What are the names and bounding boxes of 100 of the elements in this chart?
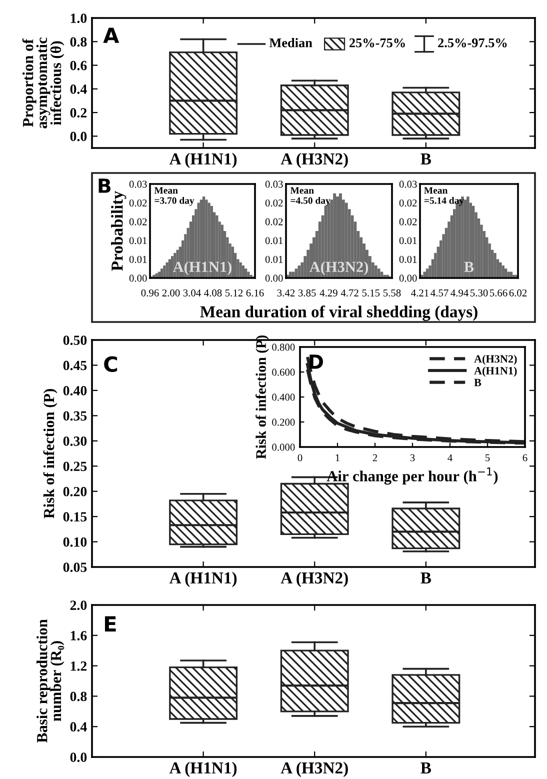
y-tick-label: 0.00 — [129, 274, 147, 282]
y-tick-label: 0.02 — [265, 199, 283, 207]
x-tick-label: 3.04 — [183, 289, 201, 296]
y-tick-label: 0.25 — [63, 462, 87, 472]
y-tick-label: 0.01 — [399, 256, 417, 263]
y-tick-label: 0.03 — [265, 180, 283, 188]
x-tick-label: 5.58 — [383, 289, 401, 296]
annotation: B — [464, 262, 474, 272]
y-tick-label: 0.02 — [129, 199, 147, 207]
y-axis-title: Basic reproduction number (R₀) — [36, 619, 64, 743]
y-tick-label: 0.01 — [129, 256, 147, 263]
annotation: 25%-75% — [349, 38, 405, 48]
y-tick-label: 0.800 — [272, 344, 295, 351]
y-tick-label: 0.02 — [399, 199, 417, 207]
x-tick-label: 6 — [522, 454, 528, 462]
y-tick-label: 0.600 — [272, 368, 295, 376]
x-tick-label: 4.08 — [204, 289, 222, 296]
y-axis-title: Risk of infection (P) — [43, 389, 58, 518]
y-tick-label: 0.30 — [63, 436, 87, 446]
annotation: Median — [269, 38, 312, 48]
y-tick-label: 1.2 — [70, 661, 87, 671]
x-tick-label: B — [420, 154, 432, 164]
x-tick-label: A (H3N2) — [280, 152, 348, 168]
text: B — [98, 178, 110, 193]
x-tick-label: 4 — [448, 454, 452, 462]
y-tick-label: 0.01 — [399, 237, 417, 244]
x-axis-title: Air change per hour (h$^{−1}$) — [326, 468, 498, 485]
y-axis-title: Proportion of asymptomatic infectious (θ) — [22, 38, 64, 128]
x-tick-label: A (H3N2) — [280, 762, 348, 777]
y-tick-label: 0.00 — [265, 274, 283, 282]
annotation: 2.5%-97.5% — [438, 38, 507, 48]
annotation: A — [103, 28, 120, 43]
y-tick-label: 0.15 — [63, 512, 87, 522]
x-tick-label: A (H1N1) — [169, 762, 237, 777]
y-tick-label: 0.2 — [70, 108, 87, 118]
x-tick-label: 2.00 — [162, 289, 180, 296]
y-tick-label: 0.00 — [399, 274, 417, 282]
annotation: C — [104, 356, 118, 372]
x-tick-label: 5.66 — [490, 289, 508, 296]
legend-label: A(H3N2) — [474, 354, 517, 365]
y-tick-label: 0.03 — [399, 180, 417, 188]
y-axis-title: Risk of infection (P) — [256, 335, 269, 459]
x-tick-label: 5.12 — [225, 289, 243, 296]
y-tick-label: 0.02 — [265, 218, 283, 226]
y-tick-label: 0.4 — [70, 722, 87, 732]
x-tick-label: A (H1N1) — [169, 152, 237, 168]
y-tick-label: 1.0 — [70, 14, 87, 24]
y-tick-label: 0.200 — [272, 418, 295, 426]
x-tick-label: 4.72 — [340, 289, 358, 296]
x-tick-label: A (H1N1) — [169, 572, 237, 587]
y-tick-label: 0.400 — [272, 394, 295, 401]
x-tick-label: A (H3N2) — [280, 572, 348, 587]
x-tick-label: B — [420, 762, 432, 774]
x-tick-label: 5.30 — [470, 289, 488, 296]
y-tick-label: 0.10 — [63, 537, 87, 547]
annotation: D — [310, 354, 323, 369]
y-tick-label: 0.40 — [63, 386, 87, 396]
x-tick-label: 4.94 — [450, 289, 468, 296]
y-tick-label: 0.02 — [399, 218, 417, 226]
y-axis-title: Probability — [111, 191, 126, 271]
legend-label: B — [474, 378, 482, 386]
annotation: E — [104, 616, 116, 632]
x-tick-label: 3.85 — [298, 289, 316, 296]
x-tick-label: 4.57 — [430, 289, 448, 296]
y-tick-label: 0.50 — [63, 336, 87, 346]
x-tick-label: 5 — [486, 454, 490, 462]
x-tick-label: 3 — [410, 454, 415, 462]
x-tick-label: 0.96 — [141, 289, 159, 296]
x-tick-label: 2 — [372, 454, 378, 462]
x-tick-label: 6.16 — [246, 289, 264, 296]
x-tick-label: 3.42 — [277, 289, 295, 296]
annotation: Mean =4.50 day — [290, 187, 330, 206]
y-tick-label: 0.01 — [129, 237, 147, 244]
annotation: Mean =3.70 day — [154, 187, 194, 206]
y-tick-label: 0.0 — [70, 132, 87, 142]
y-tick-label: 0.000 — [272, 444, 295, 451]
annotation: A(H1N1) — [172, 261, 232, 276]
x-tick-label: B — [420, 572, 432, 584]
y-tick-label: 0.8 — [70, 37, 87, 47]
y-tick-label: 0.03 — [129, 180, 147, 188]
y-tick-label: 0.8 — [70, 692, 87, 702]
y-tick-label: 0.0 — [70, 752, 87, 762]
x-axis-title: Mean duration of viral shedding (days) — [200, 306, 478, 321]
x-tick-label: 4.21 — [411, 289, 428, 296]
y-tick-label: 0.01 — [265, 237, 283, 244]
y-tick-label: 0.01 — [265, 256, 283, 263]
y-tick-label: 0.02 — [129, 218, 147, 226]
x-tick-label: 4.29 — [320, 289, 338, 296]
x-tick-label: 0 — [298, 454, 302, 462]
x-tick-label: 6.02 — [509, 289, 527, 296]
y-tick-label: 0.20 — [63, 486, 87, 496]
x-tick-label: 1 — [336, 454, 340, 462]
x-tick-label: 5.15 — [362, 289, 380, 296]
y-tick-label: 0.35 — [63, 411, 87, 421]
y-tick-label: 2.0 — [70, 600, 87, 610]
y-tick-label: 1.6 — [70, 631, 87, 640]
y-tick-label: 0.6 — [70, 60, 87, 70]
y-tick-label: 0.05 — [63, 562, 87, 572]
y-tick-label: 0.4 — [70, 84, 87, 94]
legend-label: A(H1N1) — [474, 366, 517, 377]
